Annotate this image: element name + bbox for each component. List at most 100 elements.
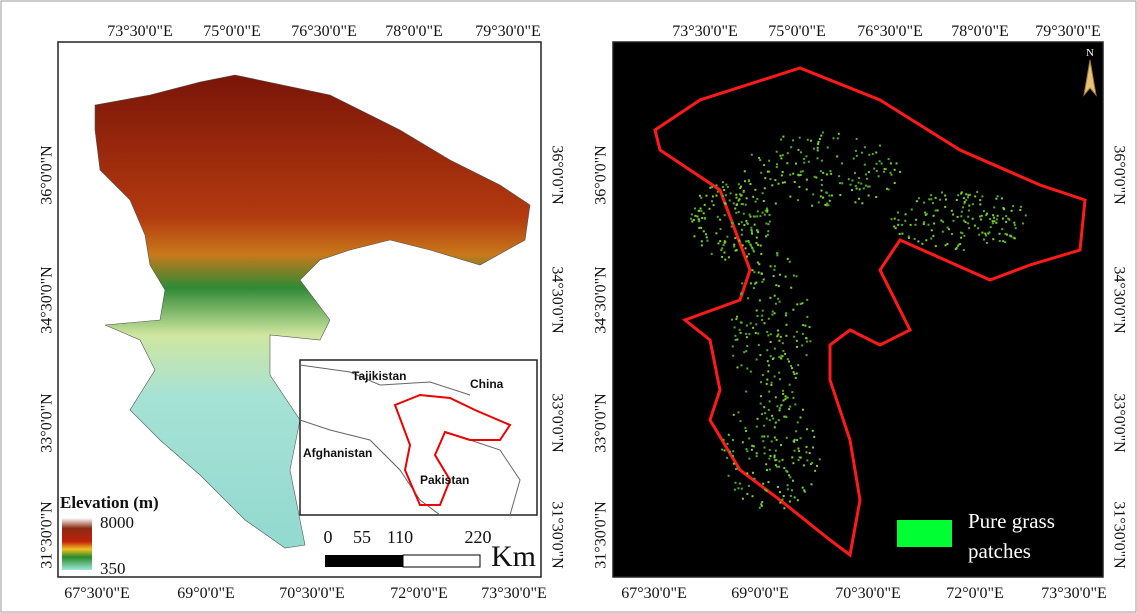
grass-speck [741,488,743,490]
grass-speck [837,137,839,139]
left-coord-label: 36°0'0"N [39,145,56,205]
grass-speck [780,444,782,446]
grass-speck [1006,234,1008,236]
grass-speck [727,443,729,445]
grass-speck [755,332,757,334]
grass-speck [736,197,738,199]
scale-tick-label: 0 [324,527,333,547]
grass-speck [792,309,794,311]
grass-speck [797,448,799,450]
grass-speck [724,214,726,216]
grass-speck [797,199,799,201]
grass-speck [983,210,985,212]
grass-speck [698,210,700,212]
grass-speck [767,334,769,336]
grass-speck [867,186,869,188]
grass-speck [775,203,777,205]
grass-speck [724,449,726,451]
grass-speck [746,368,748,370]
left-coord-label: 33°0'0"N [39,393,56,453]
grass-speck [724,240,726,242]
grass-speck [784,353,786,355]
grass-speck [761,315,763,317]
grass-speck [776,166,778,168]
grass-speck [745,350,747,352]
grass-speck [791,391,793,393]
grass-speck [875,196,877,198]
inset-country-label: China [470,377,504,391]
grass-speck [782,136,784,138]
grass-speck [770,333,772,335]
grass-speck [758,344,760,346]
grass-speck [759,215,761,217]
grass-speck [771,415,773,417]
grass-speck [701,244,703,246]
grass-speck [780,157,782,159]
grass-speck [756,455,758,457]
top-coord-label: 78°0'0"E [385,23,443,40]
grass-speck [764,489,766,491]
grass-speck [779,407,781,409]
grass-speck [1001,197,1003,199]
grass-speck [723,189,725,191]
grass-speck [864,146,866,148]
grass-speck [801,302,803,304]
elevation-ramp [62,518,92,570]
grass-speck [894,169,896,171]
scale-white [403,555,480,567]
grass-speck [698,219,700,221]
grass-speck [745,430,747,432]
grass-speck [826,192,828,194]
grass-speck [797,364,799,366]
grass-speck [795,163,797,165]
grass-speck [728,475,730,477]
grass-speck [787,397,789,399]
grass-speck [806,354,808,356]
grass-speck [756,359,758,361]
grass-speck [712,196,714,198]
grass-speck [785,312,787,314]
grass-speck [763,406,765,408]
grass-speck [972,203,974,205]
grass-speck [855,185,857,187]
grass-speck [814,176,816,178]
grass-speck [802,333,804,335]
grass-speck [818,141,820,143]
grass-speck [766,379,768,381]
grass-speck [993,217,995,219]
grass-speck [841,162,843,164]
grass-speck [770,355,772,357]
figure: N Elevation (m) 8000 350 Km 73°30'0"E75°… [0,0,1137,613]
grass-speck [767,171,769,173]
grass-speck [995,198,997,200]
grass-speck [803,158,805,160]
grass-speck [700,208,702,210]
grass-speck [713,204,715,206]
grass-speck [918,197,920,199]
grass-speck [1025,214,1027,216]
grass-speck [718,242,720,244]
grass-speck [855,150,857,152]
grass-speck [796,303,798,305]
bottom-coord-label: 67°30'0"E [621,585,687,602]
scale-tick-label: 110 [387,527,413,547]
grass-speck [751,233,753,235]
grass-speck [769,419,771,421]
grass-speck [711,200,713,202]
grass-speck [774,459,776,461]
grass-speck [721,449,723,451]
grass-speck [983,239,985,241]
grass-speck [757,231,759,233]
grass-speck [711,186,713,188]
grass-speck [703,212,705,214]
grass-speck [791,367,793,369]
grass-speck [850,184,852,186]
grass-speck [965,199,967,201]
grass-speck [873,168,875,170]
grass-speck [989,218,991,220]
grass-speck [782,154,784,156]
grass-speck [820,195,822,197]
grass-speck [728,434,730,436]
grass-speck [931,229,933,231]
grass-speck [753,287,755,289]
